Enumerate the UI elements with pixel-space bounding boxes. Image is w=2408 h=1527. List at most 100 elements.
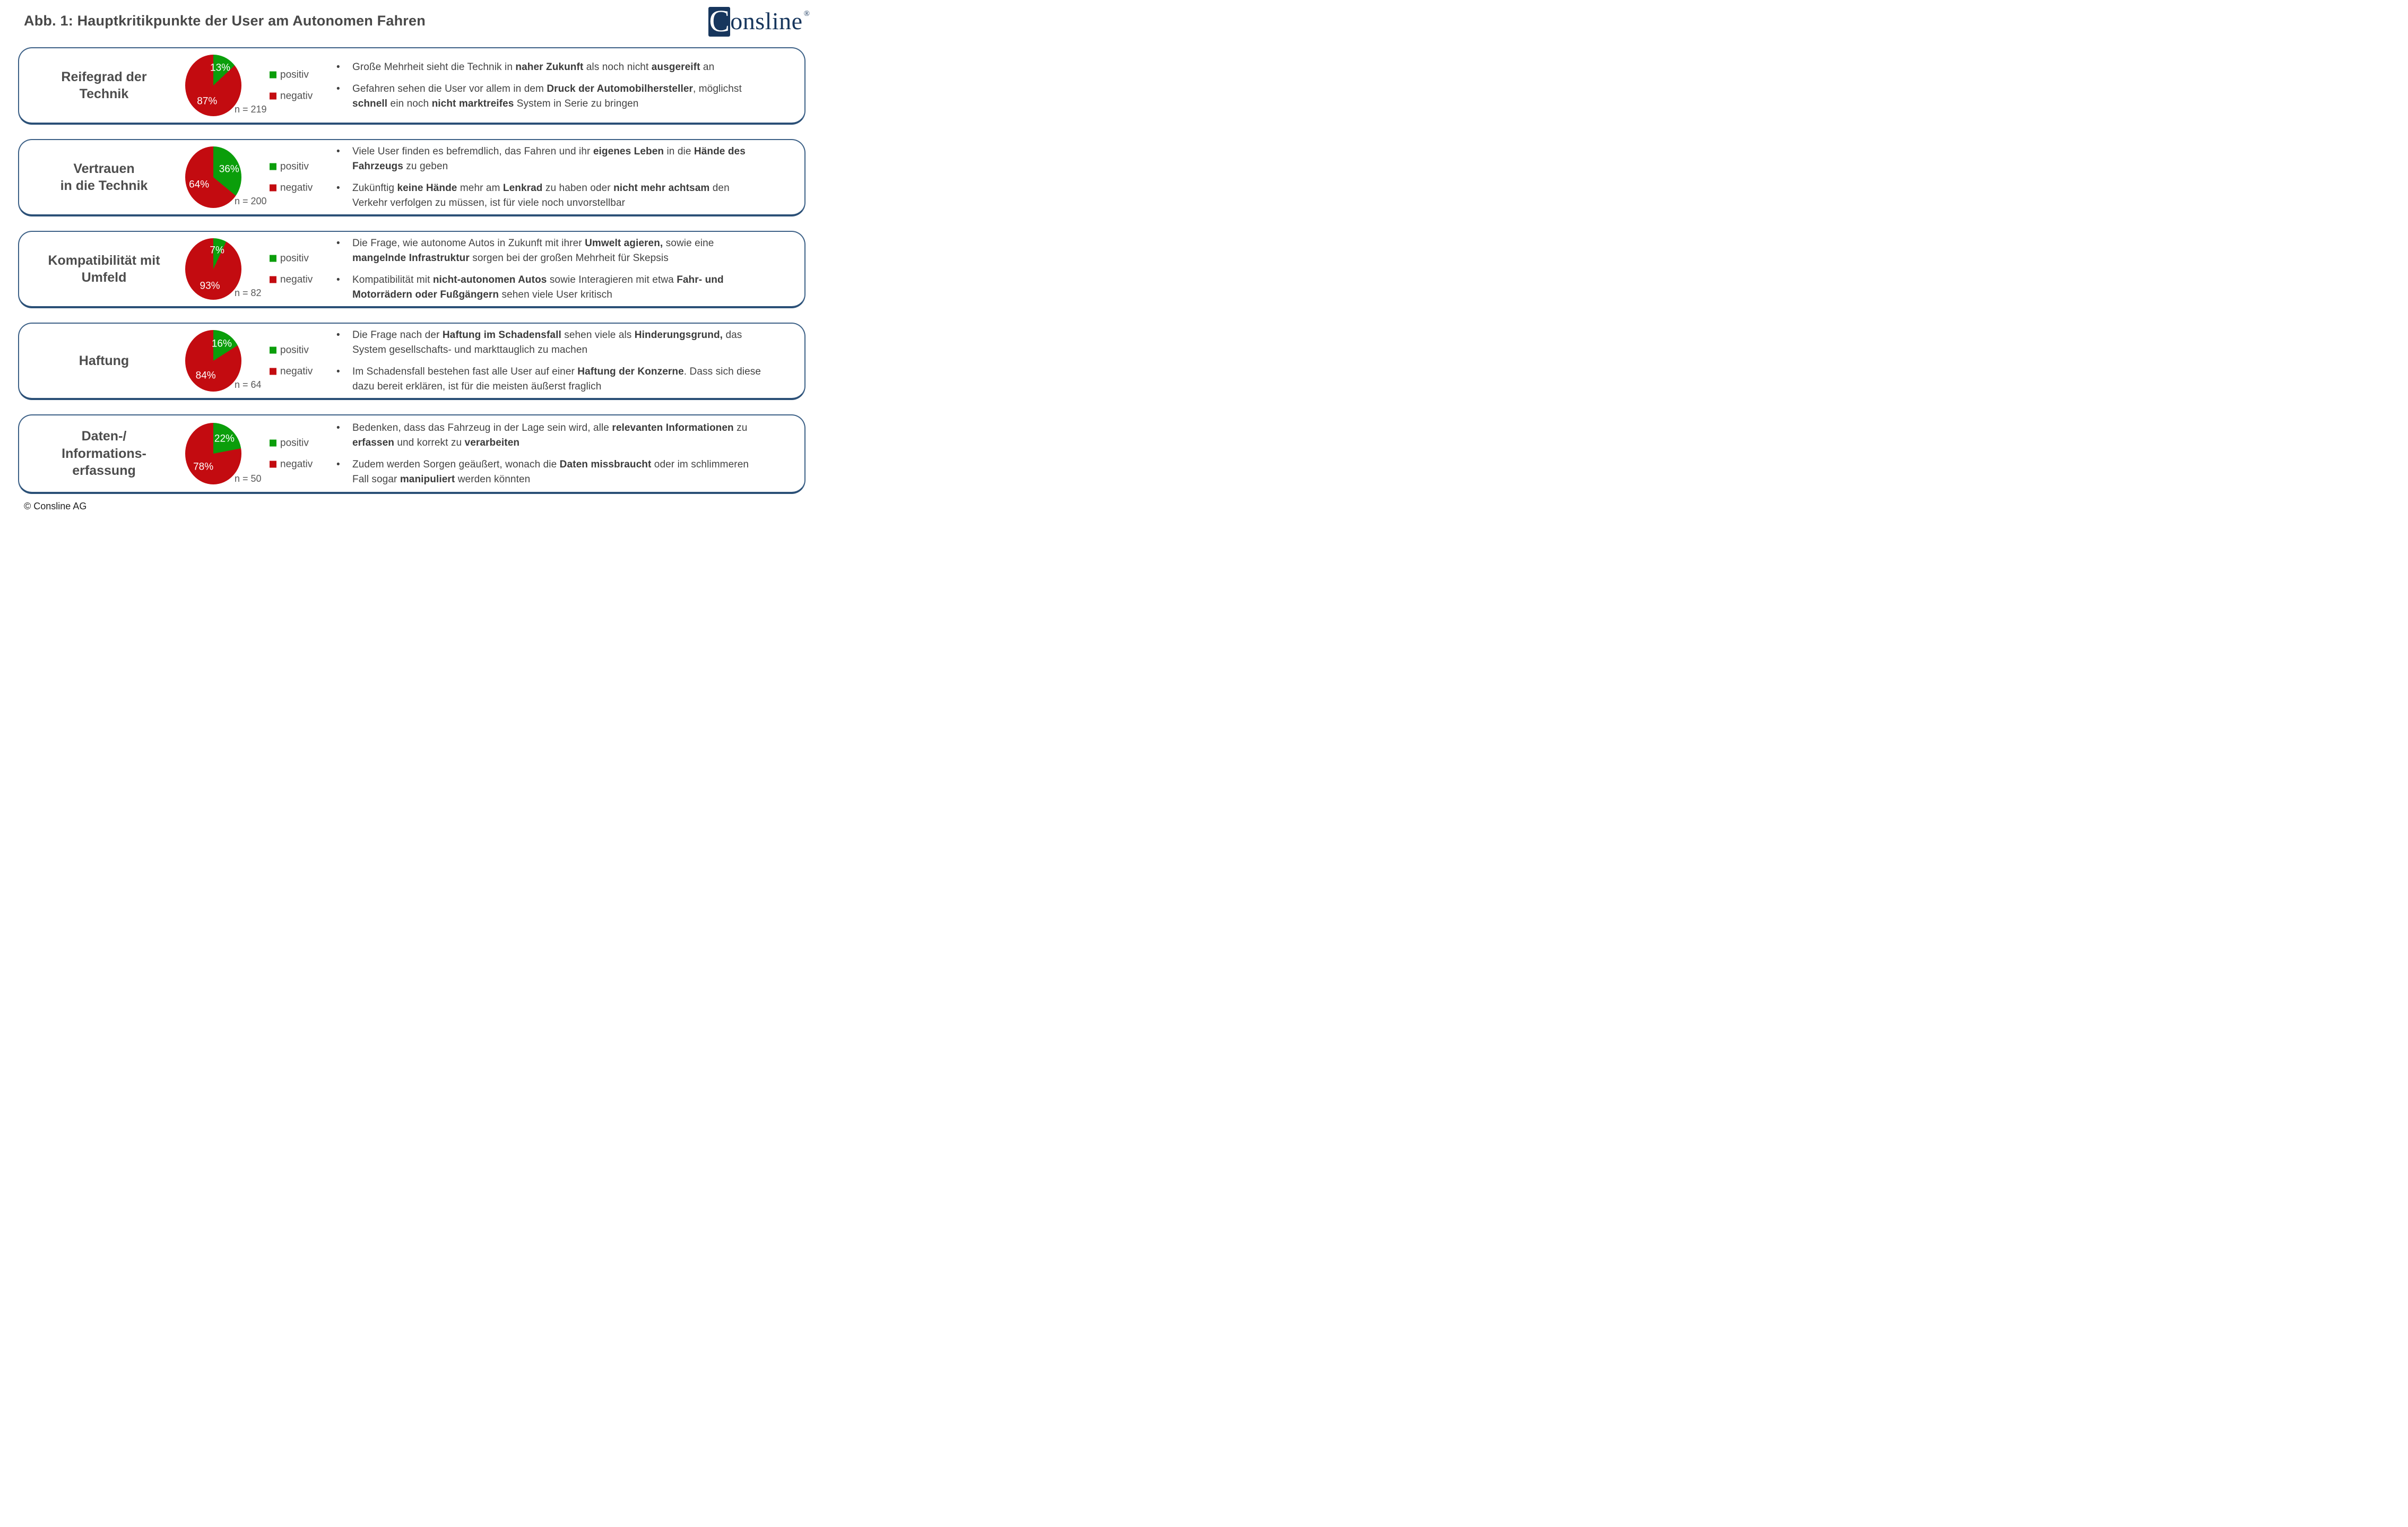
bullet-list: • Bedenken, dass das Fahrzeug in der Lage…	[336, 415, 766, 492]
pie-negative-percent-label: 93%	[200, 280, 220, 292]
bullet-list: • Die Frage, wie autonome Autos in Zukunf…	[336, 232, 766, 306]
pie-legend: positiv negativ	[270, 345, 313, 377]
negative-swatch-icon	[270, 276, 276, 283]
category-title: Haftung	[79, 353, 129, 368]
pie-legend: positiv negativ	[270, 254, 313, 285]
pie-positive-percent-label: 22%	[214, 433, 235, 445]
bullet-icon: •	[336, 366, 340, 377]
pie-chart-daten-informationserfassung: 22% 78%	[185, 423, 241, 484]
pie-negative-percent-label: 78%	[193, 461, 214, 473]
sample-size-label: n = 50	[235, 473, 262, 484]
legend-item-negative: negativ	[270, 91, 313, 101]
bullet-text: Große Mehrheit sieht die Technik in nahe…	[352, 61, 715, 73]
sample-size-label: n = 82	[235, 288, 262, 298]
consline-logo: C onsline ®	[708, 4, 810, 39]
legend-item-negative: negativ	[270, 183, 313, 193]
bullet-text: Die Frage, wie autonome Autos in Zukunft…	[352, 237, 714, 264]
bullet-icon: •	[336, 61, 340, 73]
bullet-icon: •	[336, 145, 340, 157]
pie-positive-percent-label: 16%	[211, 338, 232, 350]
bullet-item: • Zudem werden Sorgen geäußert, wonach di…	[336, 457, 766, 487]
negative-swatch-icon	[270, 184, 276, 192]
legend-label-positive: positiv	[280, 253, 309, 264]
negative-swatch-icon	[270, 461, 276, 468]
pie-chart-kompatibilitaet-mit-umfeld: 7% 93%	[185, 238, 241, 300]
positive-swatch-icon	[270, 346, 276, 354]
positive-swatch-icon	[270, 439, 276, 447]
registered-trademark-icon: ®	[803, 10, 810, 18]
legend-item-negative: negativ	[270, 459, 313, 470]
bullet-text: Zudem werden Sorgen geäußert, wonach die…	[352, 458, 749, 485]
bullet-item: • Viele User finden es befremdlich, das F…	[336, 144, 766, 174]
bullet-item: • Gefahren sehen die User vor allem in de…	[336, 82, 766, 111]
positive-swatch-icon	[270, 255, 276, 262]
copyright: © Consline AG	[24, 501, 87, 511]
page-title: Abb. 1: Hauptkritikpunkte der User am Au…	[24, 13, 426, 29]
bullet-item: • Die Frage nach der Haftung im Schadensf…	[336, 328, 766, 358]
category-title: Kompatibilität mit Umfeld	[48, 253, 160, 285]
bullet-item: • Kompatibilität mit nicht-autonomen Auto…	[336, 273, 766, 302]
legend-label-negative: negativ	[280, 274, 313, 285]
bullet-text: Kompatibilität mit nicht-autonomen Autos…	[352, 274, 724, 300]
category-card-haftung: Haftung 16% 84% n = 64 positiv negativ •…	[18, 323, 805, 400]
legend-item-positive: positiv	[270, 345, 313, 355]
bullet-icon: •	[336, 329, 340, 341]
pie-negative-percent-label: 64%	[189, 179, 210, 190]
sample-size-label: n = 64	[235, 379, 262, 390]
bullet-text: Zukünftig keine Hände mehr am Lenkrad zu…	[352, 182, 730, 209]
bullet-list: • Viele User finden es befremdlich, das F…	[336, 140, 766, 214]
category-title: Vertrauen in die Technik	[60, 161, 148, 194]
category-card-daten-informationserfassung: Daten-/Informations-erfassung 22% 78% n …	[18, 414, 805, 494]
pie-legend: positiv negativ	[270, 70, 313, 101]
bullet-icon: •	[336, 274, 340, 285]
bullet-text: Die Frage nach der Haftung im Schadensfa…	[352, 329, 742, 355]
sample-size-label: n = 200	[235, 196, 267, 206]
category-list: Reifegrad der Technik 13% 87% n = 219 pos…	[18, 47, 805, 494]
positive-swatch-icon	[270, 71, 276, 79]
bullet-icon: •	[336, 182, 340, 194]
legend-item-negative: negativ	[270, 275, 313, 285]
legend-label-positive: positiv	[280, 161, 309, 172]
negative-swatch-icon	[270, 92, 276, 100]
bullet-icon: •	[336, 458, 340, 470]
category-card-vertrauen-in-die-technik: Vertrauen in die Technik 36% 64% n = 200 …	[18, 139, 805, 216]
consline-logo-initial: C	[709, 4, 730, 38]
pie-chart-haftung: 16% 84%	[185, 330, 241, 392]
consline-logo-square: C	[708, 4, 731, 38]
legend-label-negative: negativ	[280, 458, 313, 470]
bullet-list: • Große Mehrheit sieht die Technik in nah…	[336, 48, 766, 123]
legend-item-positive: positiv	[270, 254, 313, 264]
bullet-item: • Zukünftig keine Hände mehr am Lenkrad z…	[336, 181, 766, 211]
legend-item-positive: positiv	[270, 438, 313, 448]
category-title: Reifegrad der Technik	[61, 69, 147, 102]
legend-item-positive: positiv	[270, 162, 313, 172]
bullet-icon: •	[336, 422, 340, 433]
bullet-text: Gefahren sehen die User vor allem in dem…	[352, 83, 742, 109]
bullet-icon: •	[336, 83, 340, 94]
pie-legend: positiv negativ	[270, 438, 313, 470]
legend-label-negative: negativ	[280, 366, 313, 377]
bullet-text: Im Schadensfall bestehen fast alle User …	[352, 366, 761, 392]
slide: { "header": { "title": "Abb. 1: Hauptkri…	[0, 0, 820, 520]
legend-label-positive: positiv	[280, 437, 309, 449]
legend-label-negative: negativ	[280, 182, 313, 194]
pie-positive-percent-label: 13%	[210, 62, 231, 74]
legend-label-positive: positiv	[280, 69, 309, 81]
pie-chart-vertrauen-in-die-technik: 36% 64%	[185, 146, 241, 208]
pie-negative-percent-label: 87%	[197, 96, 218, 107]
bullet-list: • Die Frage nach der Haftung im Schadensf…	[336, 324, 766, 398]
pie-chart-reifegrad-der-technik: 13% 87%	[185, 55, 241, 116]
pie-legend: positiv negativ	[270, 162, 313, 193]
category-title: Daten-/Informations-erfassung	[62, 429, 146, 479]
bullet-item: • Bedenken, dass das Fahrzeug in der Lage…	[336, 421, 766, 450]
category-card-reifegrad-der-technik: Reifegrad der Technik 13% 87% n = 219 pos…	[18, 47, 805, 125]
bullet-item: • Große Mehrheit sieht die Technik in nah…	[336, 60, 766, 75]
bullet-icon: •	[336, 237, 340, 249]
category-card-kompatibilitaet-mit-umfeld: Kompatibilität mit Umfeld 7% 93% n = 82 p…	[18, 231, 805, 308]
bullet-text: Viele User finden es befremdlich, das Fa…	[352, 145, 746, 172]
positive-swatch-icon	[270, 163, 276, 170]
negative-swatch-icon	[270, 368, 276, 375]
legend-item-negative: negativ	[270, 367, 313, 377]
legend-label-negative: negativ	[280, 90, 313, 102]
pie-positive-percent-label: 7%	[210, 245, 224, 256]
